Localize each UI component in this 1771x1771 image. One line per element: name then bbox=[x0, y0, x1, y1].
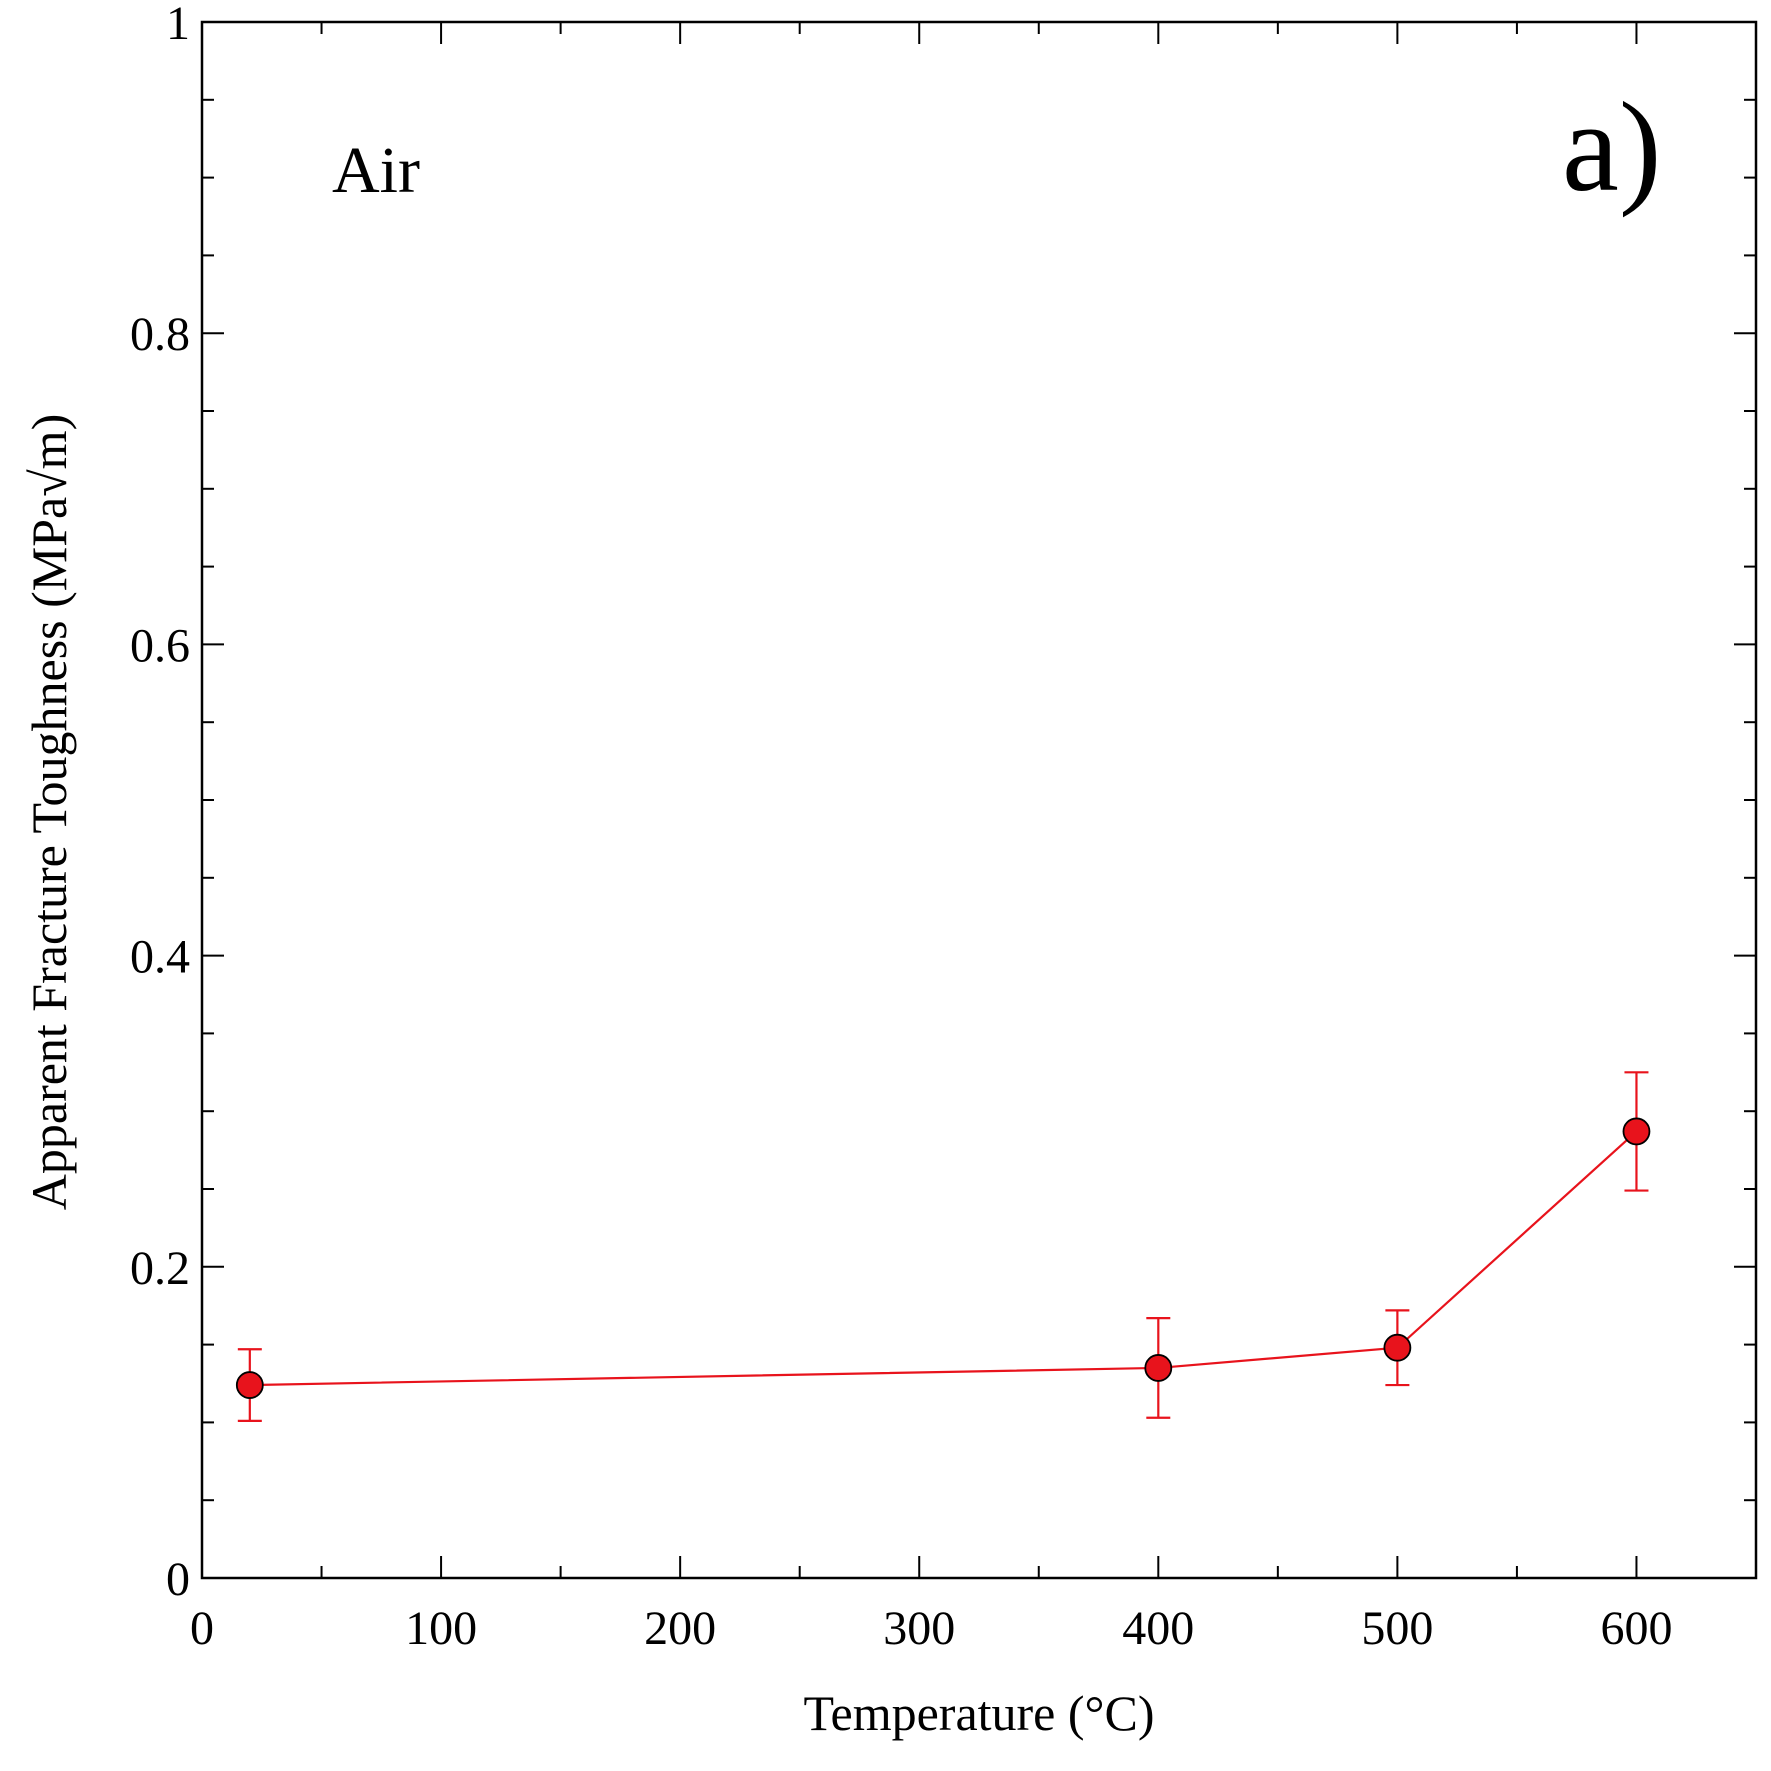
y-tick-label: 0.8 bbox=[130, 308, 190, 361]
x-tick-label: 0 bbox=[190, 1602, 214, 1655]
axis-ticks bbox=[201, 21, 1757, 1579]
plot-frame bbox=[200, 20, 1758, 1580]
y-tick-label: 0.4 bbox=[130, 931, 190, 984]
x-tick-label: 600 bbox=[1600, 1602, 1672, 1655]
x-tick-label: 400 bbox=[1122, 1602, 1194, 1655]
series-line bbox=[249, 1130, 1638, 1387]
panel-label: a) bbox=[1562, 76, 1661, 218]
axis-tick-labels: 0 100 200 300 400 500 600 0 0.2 0.4 0.6 0.8 1 bbox=[130, 0, 1672, 1655]
y-tick-label: 0.2 bbox=[130, 1242, 190, 1295]
data-point bbox=[1144, 1354, 1173, 1382]
data-point bbox=[1383, 1333, 1412, 1362]
x-tick-label: 100 bbox=[405, 1602, 477, 1655]
x-tick-label: 300 bbox=[883, 1602, 955, 1655]
y-tick-label: 1 bbox=[166, 0, 190, 50]
y-tick-label: 0 bbox=[166, 1553, 190, 1606]
data-point bbox=[1622, 1117, 1651, 1146]
x-tick-label: 500 bbox=[1361, 1602, 1433, 1655]
x-axis-title: Temperature (°C) bbox=[803, 1685, 1154, 1741]
annotation-air: Air bbox=[332, 134, 420, 207]
data-point bbox=[235, 1371, 264, 1399]
plot-series bbox=[235, 1071, 1651, 1422]
y-axis-title: Apparent Fracture Toughness (MPa√m) bbox=[21, 414, 77, 1210]
x-tick-label: 200 bbox=[644, 1602, 716, 1655]
y-tick-label: 0.6 bbox=[130, 619, 190, 672]
